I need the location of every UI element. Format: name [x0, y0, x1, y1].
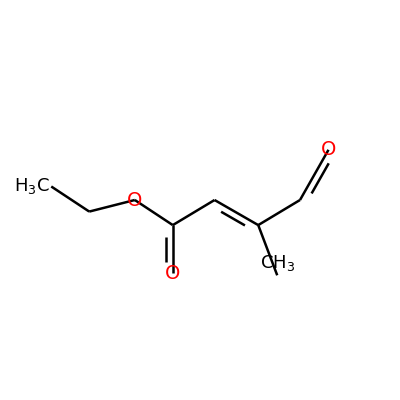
Text: $\mathregular{CH_3}$: $\mathregular{CH_3}$: [260, 253, 295, 273]
Text: $\mathregular{H_3C}$: $\mathregular{H_3C}$: [14, 176, 49, 196]
Text: O: O: [321, 140, 336, 159]
Text: O: O: [127, 190, 142, 210]
Text: O: O: [165, 264, 180, 283]
